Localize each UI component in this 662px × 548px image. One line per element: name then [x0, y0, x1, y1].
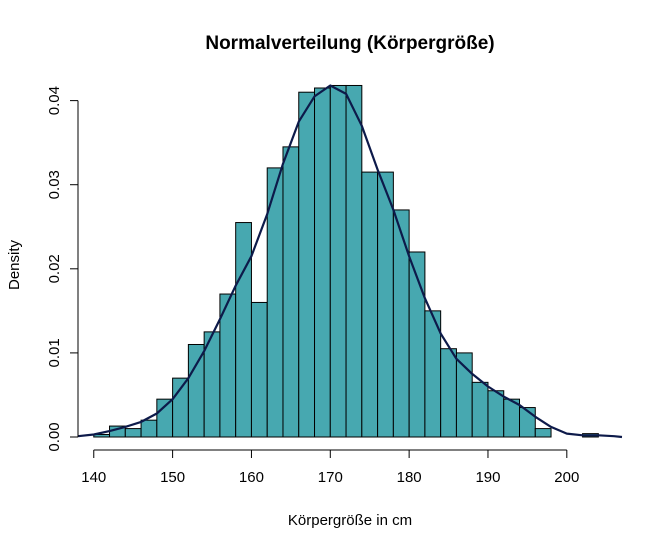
histogram-bar: [440, 348, 457, 438]
histogram-bar: [235, 222, 252, 438]
y-tick-label: 0.00: [46, 422, 63, 451]
x-tick-label: 200: [554, 469, 579, 486]
x-tick-label: 160: [239, 469, 264, 486]
histogram-bar: [345, 84, 363, 438]
histogram-bar: [282, 146, 300, 438]
histogram-bar: [124, 428, 142, 438]
y-axis: 0.00 0.01 0.02 0.03 0.04: [46, 86, 79, 452]
histogram-bar: [156, 398, 174, 438]
histogram-bar: [140, 419, 158, 438]
density-curve-layer: [77, 84, 623, 439]
x-axis-label: Körpergröße in cm: [288, 512, 412, 529]
y-tick-label: 0.01: [46, 338, 63, 367]
y-axis-label: Density: [6, 239, 23, 290]
x-tick-label: 180: [397, 469, 422, 486]
histogram-bar: [392, 209, 410, 438]
x-tick-label: 170: [318, 469, 343, 486]
x-tick-label: 140: [81, 469, 106, 486]
x-tick-label: 190: [475, 469, 500, 486]
histogram-bar: [471, 381, 489, 438]
histogram-bar: [487, 390, 505, 438]
histogram-bar: [361, 171, 379, 438]
histogram-bar: [250, 301, 268, 438]
histogram-bars: [93, 84, 599, 438]
histogram-bar: [534, 428, 552, 438]
x-axis: 140 150 160 170 180 190 200: [81, 449, 579, 486]
y-tick-label: 0.03: [46, 170, 63, 199]
histogram-bar: [298, 91, 316, 438]
histogram-bar: [187, 343, 205, 438]
histogram-bar: [314, 87, 331, 438]
chart-title: Normalverteilung (Körpergröße): [205, 33, 494, 54]
histogram-bar: [377, 171, 394, 438]
density-curve: [77, 84, 623, 439]
x-tick-label: 150: [160, 469, 185, 486]
y-tick-label: 0.04: [46, 86, 63, 115]
y-tick-label: 0.02: [46, 254, 63, 283]
histogram-bar: [329, 84, 347, 438]
